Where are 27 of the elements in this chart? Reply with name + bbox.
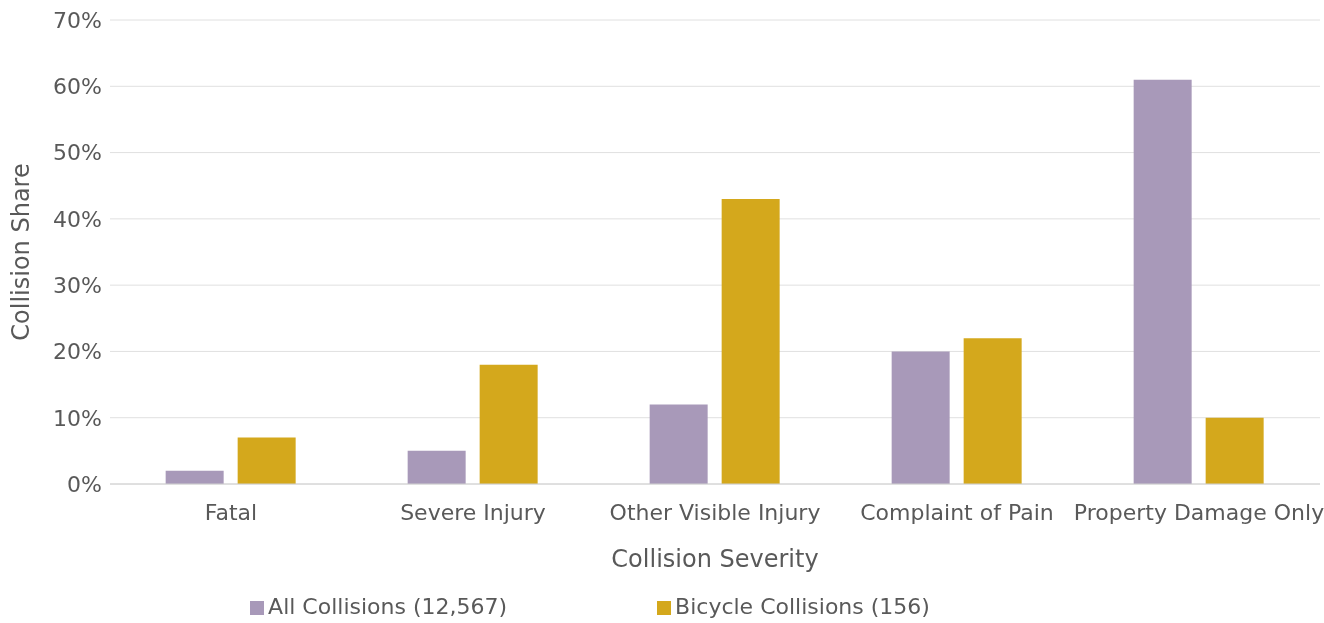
bar (1205, 417, 1264, 484)
bar (479, 364, 538, 484)
y-tick-label: 10% (53, 405, 102, 431)
bar (963, 338, 1022, 484)
y-tick-label: 50% (53, 140, 102, 166)
y-tick-label: 60% (53, 74, 102, 100)
bar (165, 470, 224, 484)
x-axis-title: Collision Severity (611, 545, 819, 574)
y-tick-label: 30% (53, 272, 102, 298)
y-axis-title: Collision Share (6, 163, 35, 341)
y-tick-label: 40% (53, 206, 102, 232)
bar (1133, 79, 1192, 484)
x-tick-label: Severe Injury (400, 499, 546, 525)
x-tick-label: Complaint of Pain (860, 499, 1054, 525)
x-tick-label: Fatal (204, 499, 258, 525)
x-tick-label: Property Damage Only (1073, 499, 1324, 525)
bar (721, 198, 780, 484)
bar (237, 437, 296, 484)
bar (407, 450, 466, 484)
bar (891, 351, 950, 484)
x-tick-label: Other Visible Injury (609, 499, 821, 525)
y-tick-label: 20% (53, 339, 102, 365)
legend-label: Bicycle Collisions (156) (675, 594, 930, 619)
legend-label: All Collisions (12,567) (268, 594, 508, 619)
y-tick-label: 0% (67, 471, 102, 497)
bar (649, 404, 708, 484)
y-tick-label: 70% (53, 7, 102, 33)
